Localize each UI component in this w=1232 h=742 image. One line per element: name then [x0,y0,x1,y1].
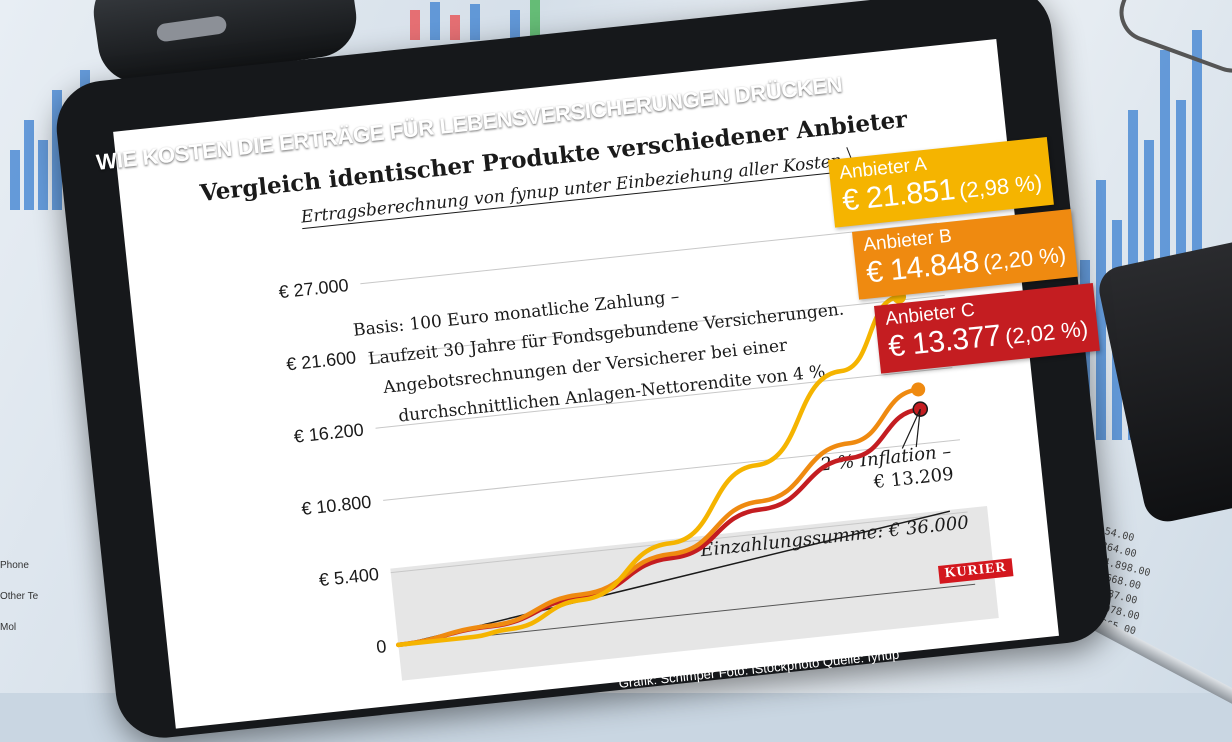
y-tick-label: 0 [375,636,387,657]
y-tick-label: € 27.000 [278,275,350,302]
chart-wrap: Vergleich identischer Produkte verschied… [52,0,1116,742]
y-tick-label: € 16.200 [293,420,365,447]
y-tick-label: € 5.400 [318,564,380,590]
y-tick-label: € 10.800 [300,492,372,519]
gridline [360,222,938,285]
background-bar-chart-top [410,0,590,40]
gridline [375,367,953,429]
callout-percent: (2,20 %) [981,241,1068,276]
subtitle-underline [302,170,848,230]
inflation-line [416,510,951,642]
callout-percent: (2,98 %) [957,169,1044,204]
gridline [383,439,961,501]
pointer-line [915,409,921,448]
gridline [367,294,945,357]
reference-band [390,505,999,681]
series-line [396,387,921,648]
x-tick-label: 5 [493,692,505,713]
pointer-line [901,408,921,449]
earnings-line-chart: Vergleich identischer Produkte verschied… [198,106,999,721]
series-line [396,294,902,648]
y-tick-label: € 21.600 [285,347,357,374]
x-tick-label: 1 [418,700,430,721]
callout-percent: (2,02 %) [1003,315,1090,350]
x-axis-line [398,583,976,646]
series-end-point [911,382,926,397]
background-form: Phone Other Te Mol [0,560,39,633]
